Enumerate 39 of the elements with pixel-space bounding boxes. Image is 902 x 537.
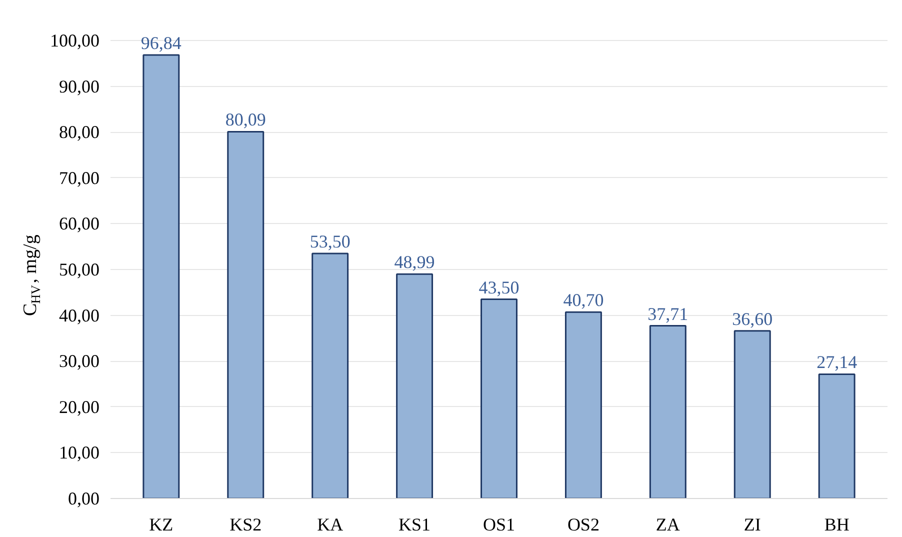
y-axis-title: CHV, mg/g [20, 234, 43, 316]
y-tick-label: 80,00 [59, 122, 100, 142]
bar [142, 54, 180, 498]
y-tick-label: 0,00 [68, 488, 100, 508]
y-tick-label: 100,00 [50, 30, 100, 51]
y-tick-label: 30,00 [59, 351, 100, 372]
y-tick-label: 70,00 [59, 168, 100, 188]
bar [396, 273, 434, 498]
x-tick-label: KS2 [230, 514, 262, 534]
y-tick-label: 10,00 [59, 442, 100, 463]
x-tick-label: OS2 [567, 514, 600, 534]
bar [312, 252, 349, 498]
bar [818, 373, 856, 498]
y-tick-label: 40,00 [59, 305, 100, 326]
y-tick-label: 60,00 [59, 214, 100, 234]
y-tick-label: 90,00 [59, 76, 100, 96]
data-label: 96,84 [140, 33, 182, 54]
bar [734, 330, 771, 498]
x-tick-label: OS1 [482, 514, 516, 534]
data-label: 48,99 [394, 252, 435, 272]
x-tick-label: ZA [656, 514, 680, 534]
data-label: 53,50 [310, 232, 350, 252]
x-tick-label: KZ [149, 514, 174, 534]
data-label: 40,70 [563, 290, 604, 310]
x-tick-label: KA [317, 514, 344, 534]
data-label: 43,50 [478, 277, 520, 298]
bar [564, 311, 602, 498]
bar [480, 298, 518, 498]
bar [227, 130, 264, 498]
data-label: 80,09 [225, 110, 266, 130]
data-label: 27,14 [816, 352, 858, 372]
x-tick-label: KS1 [398, 514, 431, 534]
x-tick-label: BH [824, 514, 850, 534]
data-label: 37,71 [648, 304, 688, 324]
bar [649, 325, 686, 498]
x-tick-label: ZI [744, 514, 761, 534]
y-tick-label: 20,00 [59, 396, 100, 417]
y-tick-label: 50,00 [59, 260, 100, 280]
data-label: 36,60 [732, 308, 773, 329]
